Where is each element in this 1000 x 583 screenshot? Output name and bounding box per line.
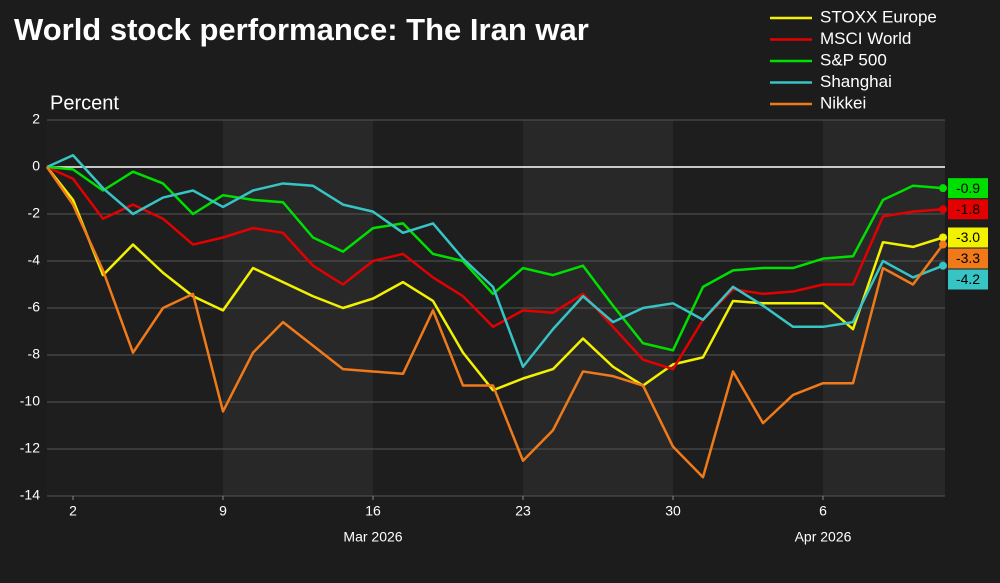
legend-label: Shanghai bbox=[820, 72, 892, 91]
x-tick-label: 2 bbox=[69, 503, 77, 519]
x-tick-label: 30 bbox=[665, 503, 681, 519]
y-tick-label: -8 bbox=[28, 346, 41, 362]
end-label-box bbox=[948, 269, 988, 290]
series-line bbox=[46, 165, 944, 352]
series-line bbox=[46, 165, 944, 371]
y-tick-label: 0 bbox=[32, 158, 40, 174]
end-label: -0.9 bbox=[956, 180, 980, 196]
end-label-box bbox=[948, 178, 988, 199]
y-tick-label: 2 bbox=[32, 111, 40, 127]
y-tick-label: -4 bbox=[28, 252, 41, 268]
end-label-box bbox=[948, 248, 988, 269]
y-tick-label: -2 bbox=[28, 205, 41, 221]
end-dot bbox=[939, 233, 947, 242]
series-line bbox=[46, 154, 944, 368]
y-tick-label: -12 bbox=[20, 440, 40, 456]
y-tick-label: -6 bbox=[28, 299, 41, 315]
y-tick-label: -14 bbox=[20, 487, 40, 503]
end-label: -4.2 bbox=[956, 271, 980, 287]
end-label: -3.0 bbox=[956, 229, 980, 245]
end-dot bbox=[939, 261, 947, 270]
chart-title: World stock performance: The Iran war bbox=[14, 12, 589, 47]
legend-label: Nikkei bbox=[820, 93, 866, 112]
month-label: Apr 2026 bbox=[795, 529, 852, 545]
legend-label: S&P 500 bbox=[820, 50, 887, 69]
end-label: -3.3 bbox=[956, 250, 980, 266]
legend-label: MSCI World bbox=[820, 29, 911, 48]
y-tick-label: -10 bbox=[20, 393, 40, 409]
end-dot bbox=[939, 205, 947, 214]
x-tick-label: 16 bbox=[365, 503, 381, 519]
end-label-box bbox=[948, 227, 988, 248]
end-label-box bbox=[948, 199, 988, 220]
x-tick-label: 23 bbox=[515, 503, 531, 519]
x-tick-label: 9 bbox=[219, 503, 227, 519]
end-label: -1.8 bbox=[956, 201, 980, 217]
series-line bbox=[45, 166, 944, 479]
end-dot bbox=[939, 184, 947, 193]
y-axis-label: Percent bbox=[50, 92, 119, 114]
x-tick-label: 6 bbox=[819, 503, 827, 519]
legend-label: STOXX Europe bbox=[820, 7, 937, 26]
end-dot bbox=[939, 240, 947, 249]
month-label: Mar 2026 bbox=[343, 529, 402, 545]
